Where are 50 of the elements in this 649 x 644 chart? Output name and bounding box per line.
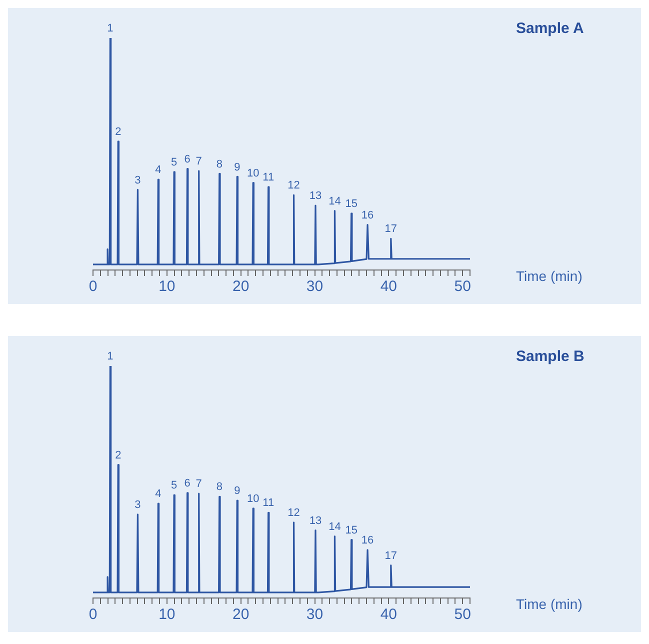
annotation: 14 xyxy=(328,195,341,208)
x-axis-title: Time (min) xyxy=(516,596,582,612)
annotation: 17 xyxy=(384,550,398,562)
x-axis-title: Time (min) xyxy=(516,268,582,284)
annotation: 5 xyxy=(171,480,178,492)
annotation: 12 xyxy=(288,180,300,192)
annotation: 1 xyxy=(107,22,114,35)
annotation: 10 xyxy=(246,492,260,505)
annotation: 7 xyxy=(196,155,202,168)
annotation: 13 xyxy=(309,190,322,202)
x-tick-label: 10 xyxy=(158,606,176,624)
annotation: 3 xyxy=(134,499,141,512)
annotation: 2 xyxy=(115,126,122,138)
x-tick-label: 50 xyxy=(454,606,471,624)
annotation: 9 xyxy=(234,485,240,498)
x-tick-label: 20 xyxy=(232,278,250,296)
text: Sample A xyxy=(516,20,584,37)
annotation: 10 xyxy=(246,167,260,180)
x-tick-label: 20 xyxy=(232,606,250,624)
annotation: 16 xyxy=(361,209,374,222)
annotation: 17 xyxy=(384,223,398,236)
annotation: 13 xyxy=(309,514,322,527)
annotation: 14 xyxy=(328,520,341,533)
x-tick-label: 30 xyxy=(306,606,324,624)
annotation: 8 xyxy=(216,158,222,170)
annotation: 6 xyxy=(184,477,190,490)
x-tick-label: 0 xyxy=(88,278,98,296)
annotation: 16 xyxy=(361,534,374,547)
annotation: 8 xyxy=(216,481,222,494)
annotation: 3 xyxy=(134,174,141,186)
annotation: 15 xyxy=(345,524,358,536)
annotation: 2 xyxy=(115,449,122,462)
x-tick-label: 50 xyxy=(454,278,471,296)
annotation: 9 xyxy=(234,161,240,174)
annotation: 11 xyxy=(262,497,274,510)
annotation: 15 xyxy=(345,198,358,210)
annotation: 4 xyxy=(155,164,162,176)
annotation: 12 xyxy=(288,506,300,519)
annotation: 11 xyxy=(262,171,274,184)
annotation: 4 xyxy=(155,488,162,500)
annotation: 6 xyxy=(184,153,190,166)
x-tick-label: 40 xyxy=(380,606,398,624)
x-tick-label: 10 xyxy=(158,278,176,296)
text: Sample B xyxy=(516,348,584,365)
annotation: 5 xyxy=(171,156,178,168)
x-tick-label: 40 xyxy=(380,278,398,296)
annotation: 7 xyxy=(196,478,202,490)
x-tick-label: 30 xyxy=(306,278,324,296)
x-tick-label: 0 xyxy=(88,606,98,624)
annotation: 1 xyxy=(107,350,114,363)
